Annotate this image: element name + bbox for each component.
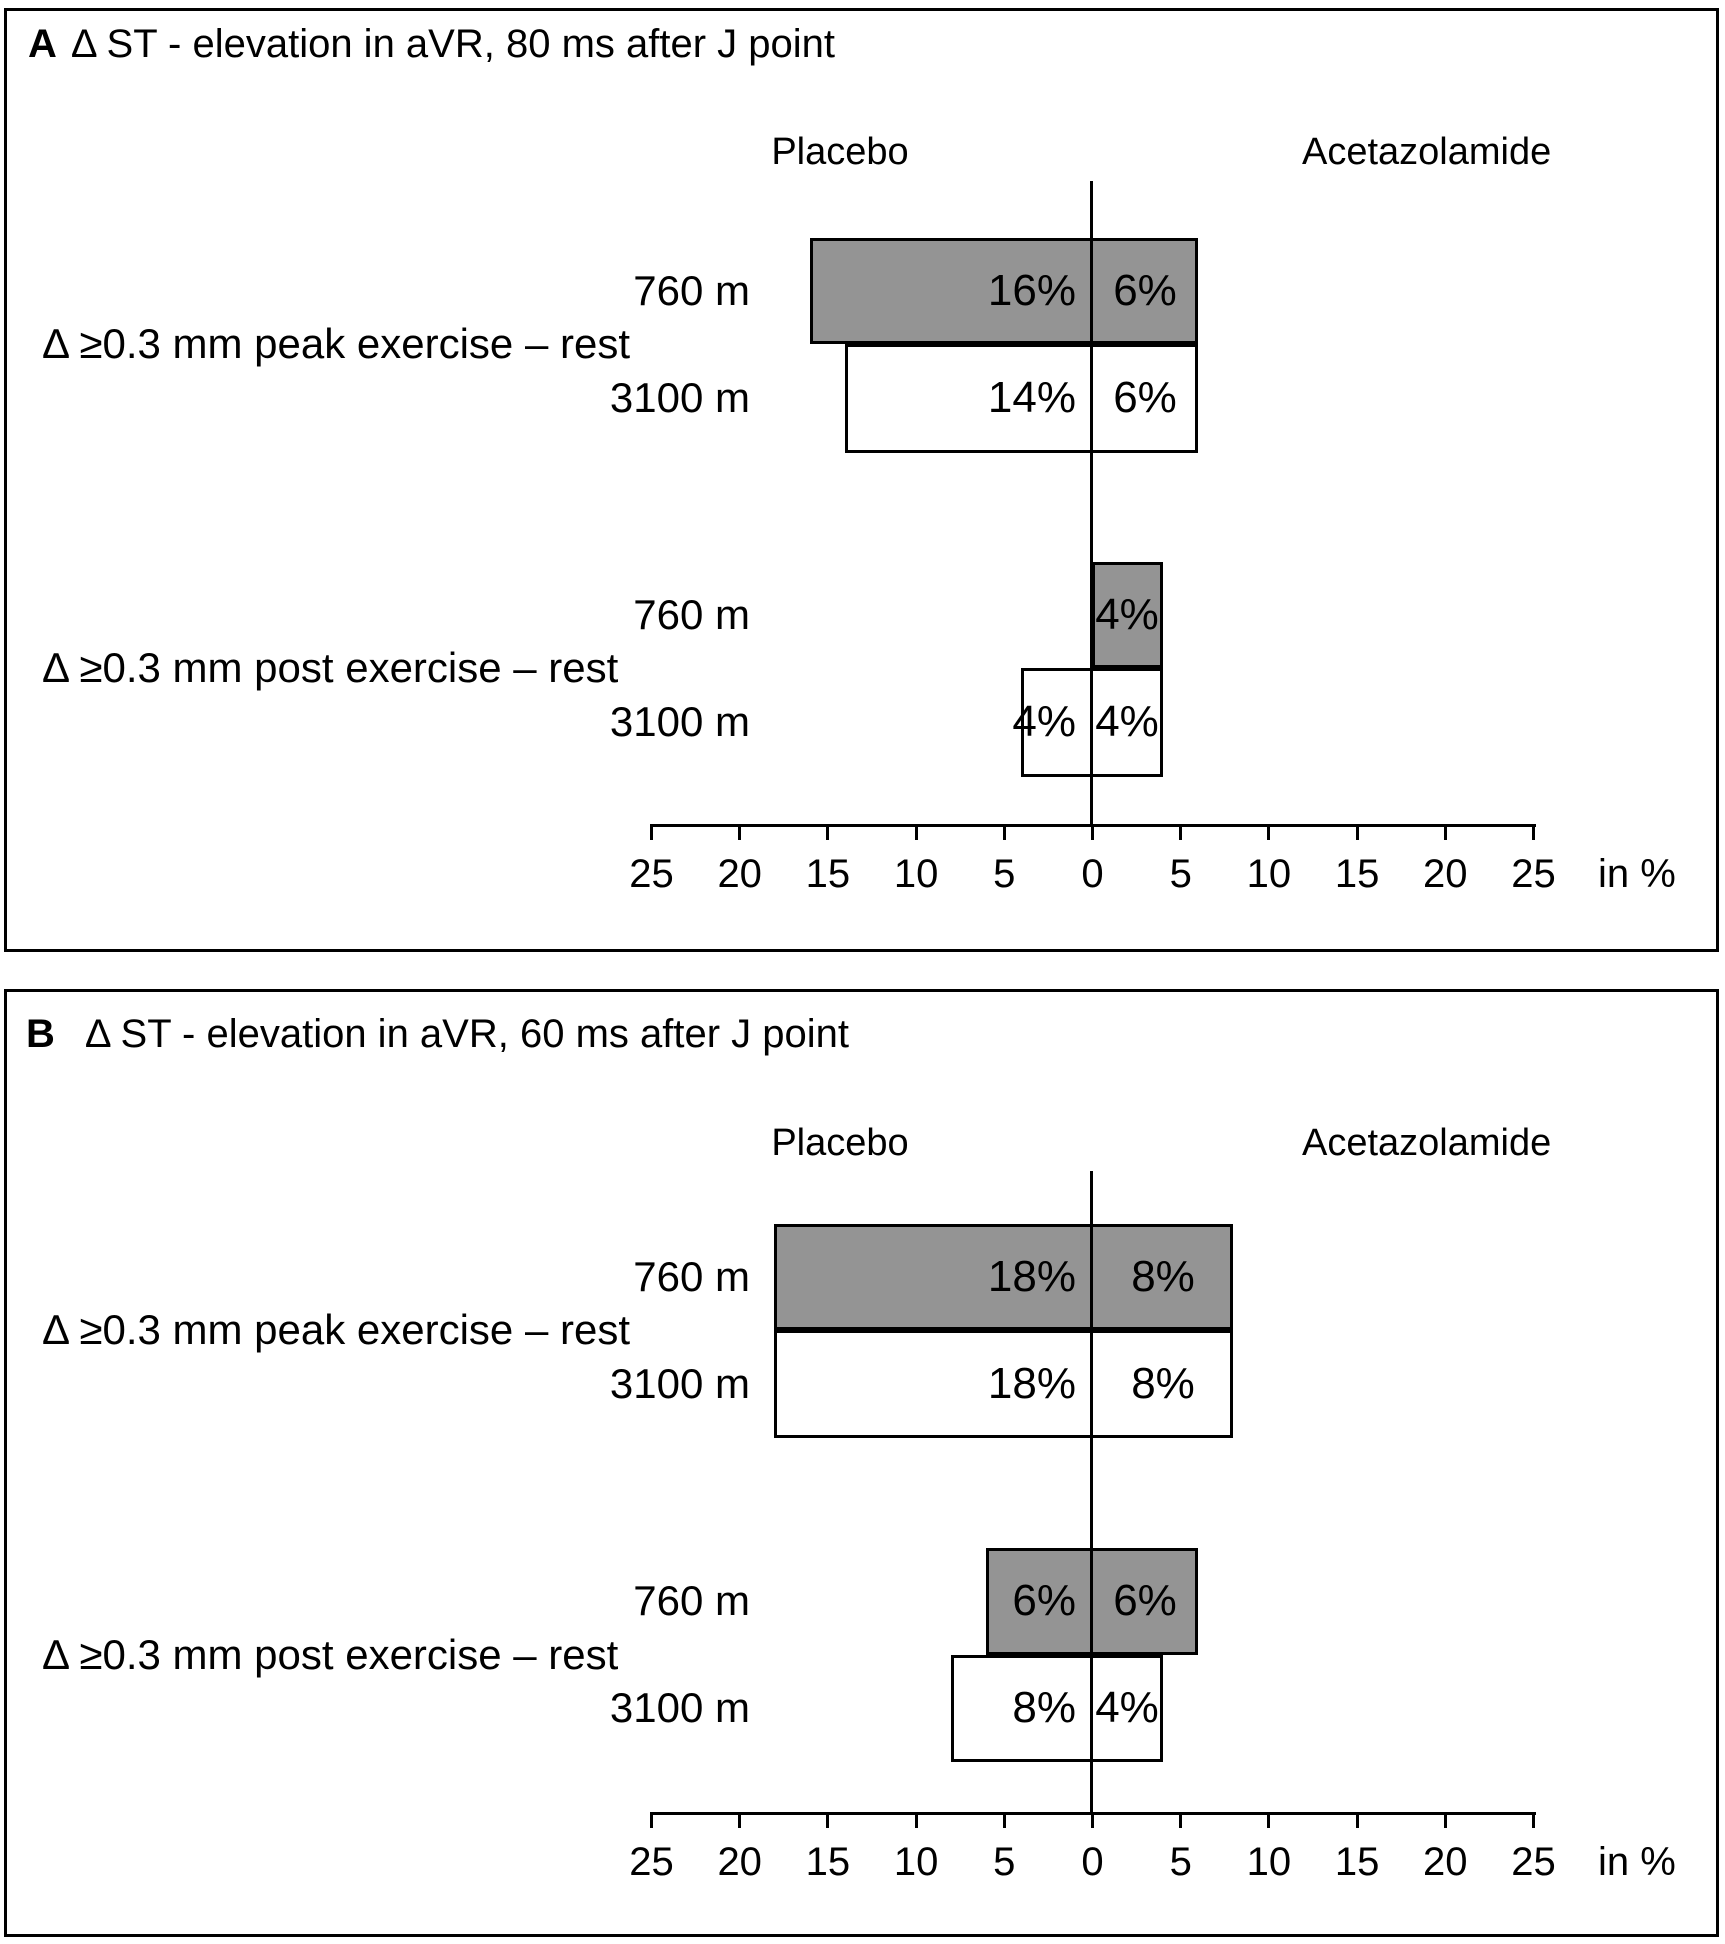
panel-a-x-axis-line <box>650 824 1536 827</box>
panel-b-bar-peak-3100 <box>774 1330 1234 1438</box>
panel-a-row-label-760-peak: 760 m <box>633 267 750 314</box>
panel-a-bar-peak-3100 <box>844 344 1198 453</box>
panel-a-placebo-header: Placebo <box>771 131 909 173</box>
panel-b-group-peak-label: Δ ≥0.3 mm peak exercise – rest <box>42 1306 630 1353</box>
panel-b-value-peak-760-placebo: 18% <box>987 1252 1076 1301</box>
panel-a-bar-post-760 <box>1092 562 1163 668</box>
axis-tick-label: 20 <box>1423 852 1468 896</box>
panel-a-value-post-760-acetazolamide: 4% <box>1095 590 1159 639</box>
axis-tick-label: 10 <box>893 1840 939 1884</box>
axis-tick-label: 25 <box>1511 1840 1556 1884</box>
panel-a-border <box>4 8 1719 952</box>
axis-tick-label: 20 <box>717 852 762 896</box>
axis-tick-label: 15 <box>805 852 851 896</box>
axis-tick-mark <box>1532 1814 1535 1828</box>
axis-tick-label: 20 <box>717 1840 762 1884</box>
axis-tick-label: 5 <box>993 852 1016 896</box>
axis-tick-mark <box>1002 1814 1006 1828</box>
panel-b-bar-peak-760 <box>774 1224 1234 1330</box>
panel-a-row-label-3100-peak: 3100 m <box>609 374 750 421</box>
axis-tick-mark <box>1355 826 1359 840</box>
panel-a-row-label-760-post: 760 m <box>633 591 750 638</box>
panel-b-row-label-3100-post: 3100 m <box>609 1684 750 1731</box>
panel-b-row-label-3100-peak: 3100 m <box>609 1360 750 1407</box>
axis-tick-mark <box>650 826 653 840</box>
axis-tick-mark <box>826 1814 830 1828</box>
panel-a-group-post-label: Δ ≥0.3 mm post exercise – rest <box>42 644 619 691</box>
axis-tick-label: 5 <box>1169 1840 1192 1884</box>
axis-tick-label: 10 <box>893 852 939 896</box>
axis-tick-mark <box>914 1814 918 1828</box>
panel-b-axis-unit-label: in % <box>1598 1840 1676 1884</box>
panel-b-value-post-760-placebo: 6% <box>1012 1576 1076 1625</box>
panel-b-zero-axis-line <box>1090 1171 1093 1814</box>
panel-a-acetazolamide-header: Acetazolamide <box>1302 131 1552 173</box>
axis-tick-mark <box>738 1814 742 1828</box>
panel-b-title-text: Δ ST - elevation in aVR, 60 ms after J p… <box>84 1012 850 1056</box>
axis-tick-label: 5 <box>1169 852 1192 896</box>
axis-tick-label: 20 <box>1423 1840 1468 1884</box>
panel-a-value-peak-3100-acetazolamide: 6% <box>1113 373 1177 422</box>
panel-b-row-label-760-peak: 760 m <box>633 1253 750 1300</box>
panel-b-row-label-760-post: 760 m <box>633 1577 750 1624</box>
axis-tick-mark <box>1179 1814 1183 1828</box>
axis-tick-mark <box>1443 826 1447 840</box>
panel-a-bar-peak-760 <box>809 238 1198 344</box>
panel-b-value-peak-3100-placebo: 18% <box>987 1359 1076 1408</box>
panel-b-letter: B <box>26 1012 55 1056</box>
panel-a-axis-unit-label: in % <box>1598 852 1676 896</box>
axis-tick-mark <box>1532 826 1535 840</box>
panel-a-title-text: Δ ST - elevation in aVR, 80 ms after J p… <box>70 22 836 66</box>
panel-b-value-peak-760-acetazolamide: 8% <box>1131 1252 1195 1301</box>
axis-tick-mark <box>1355 1814 1359 1828</box>
axis-tick-mark <box>1443 1814 1447 1828</box>
panel-b-value-post-3100-acetazolamide: 4% <box>1095 1683 1159 1732</box>
panel-a-zero-axis-line <box>1090 181 1093 826</box>
panel-a-value-post-3100-placebo: 4% <box>1012 697 1076 746</box>
axis-tick-mark <box>1267 1814 1271 1828</box>
axis-tick-mark <box>826 826 830 840</box>
axis-tick-mark <box>738 826 742 840</box>
panel-a-letter: A <box>28 22 57 66</box>
axis-tick-label: 15 <box>1334 1840 1380 1884</box>
axis-tick-mark <box>1091 1814 1094 1828</box>
panel-a-title: A Δ ST - elevation in aVR, 80 ms after J… <box>28 24 835 64</box>
panel-b-acetazolamide-header: Acetazolamide <box>1302 1122 1552 1164</box>
panel-a-value-peak-3100-placebo: 14% <box>987 373 1076 422</box>
panel-b-value-post-760-acetazolamide: 6% <box>1113 1576 1177 1625</box>
panel-b-group-post-label: Δ ≥0.3 mm post exercise – rest <box>42 1631 619 1678</box>
panel-a-row-label-3100-post: 3100 m <box>609 698 750 745</box>
axis-tick-mark <box>1267 826 1271 840</box>
panel-a-value-post-3100-acetazolamide: 4% <box>1095 697 1159 746</box>
axis-tick-mark <box>650 1814 653 1828</box>
panel-a-value-peak-760-acetazolamide: 6% <box>1113 266 1177 315</box>
axis-tick-label: 25 <box>629 1840 674 1884</box>
panel-b-border <box>4 989 1719 1937</box>
panel-b-placebo-header: Placebo <box>771 1122 909 1164</box>
axis-tick-label: 15 <box>805 1840 851 1884</box>
panel-b-x-axis-line <box>650 1812 1536 1815</box>
axis-tick-label: 25 <box>629 852 674 896</box>
axis-tick-mark <box>1179 826 1183 840</box>
axis-tick-label: 5 <box>993 1840 1016 1884</box>
panel-b-title: B Δ ST - elevation in aVR, 60 ms after J… <box>26 1014 849 1054</box>
panel-b-value-peak-3100-acetazolamide: 8% <box>1131 1359 1195 1408</box>
panel-a-value-peak-760-placebo: 16% <box>987 266 1076 315</box>
axis-tick-label: 10 <box>1246 852 1292 896</box>
panel-a-group-peak-label: Δ ≥0.3 mm peak exercise – rest <box>42 320 630 367</box>
axis-tick-mark <box>1091 826 1094 840</box>
axis-tick-label: 10 <box>1246 1840 1292 1884</box>
panel-b-value-post-3100-placebo: 8% <box>1012 1683 1076 1732</box>
axis-tick-label: 0 <box>1081 852 1104 896</box>
axis-tick-mark <box>1002 826 1006 840</box>
axis-tick-label: 25 <box>1511 852 1556 896</box>
panel-b-bar-post-3100 <box>950 1655 1163 1762</box>
axis-tick-label: 15 <box>1334 852 1380 896</box>
axis-tick-mark <box>914 826 918 840</box>
axis-tick-label: 0 <box>1081 1840 1104 1884</box>
